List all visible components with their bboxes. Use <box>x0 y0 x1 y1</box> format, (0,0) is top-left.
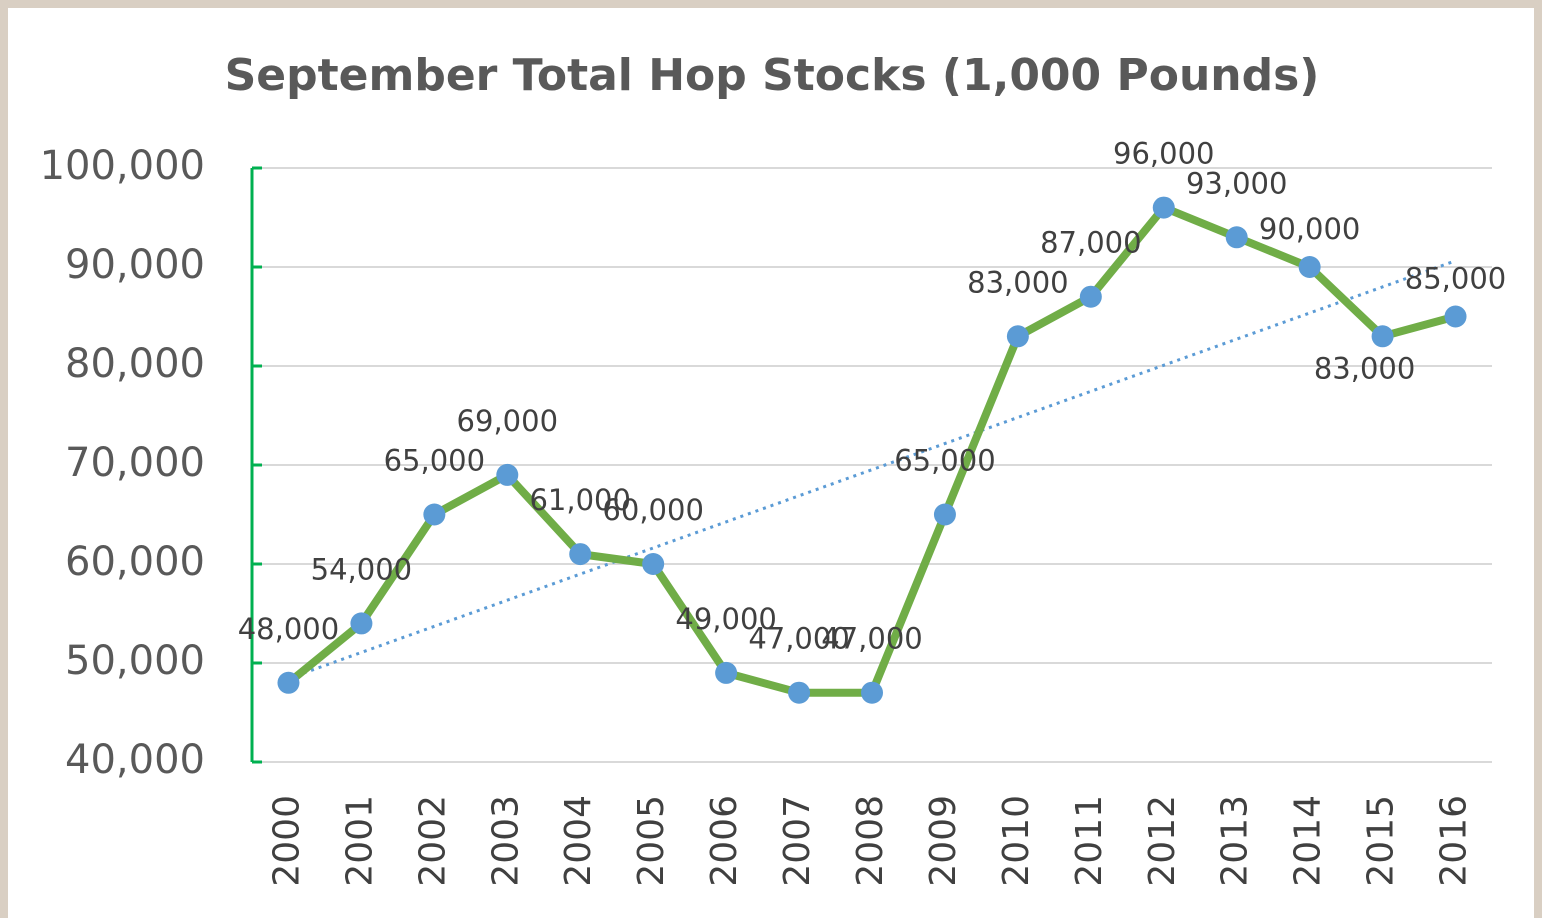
y-tick-label: 80,000 <box>65 341 205 387</box>
chart-area <box>8 8 1534 918</box>
data-point <box>715 661 738 684</box>
data-point <box>1006 325 1029 348</box>
data-label: 93,000 <box>1186 166 1287 200</box>
y-tick-label: 60,000 <box>65 539 205 585</box>
x-tick-label: 2008 <box>850 795 891 887</box>
data-label: 65,000 <box>384 444 485 478</box>
y-tick-label: 50,000 <box>65 638 205 684</box>
data-point <box>496 463 519 486</box>
x-tick-label: 2007 <box>777 795 818 887</box>
x-tick-label: 2015 <box>1361 795 1402 887</box>
x-tick-label: 2003 <box>485 795 526 887</box>
x-tick-label: 2006 <box>704 795 745 887</box>
data-label: 49,000 <box>675 602 776 636</box>
data-label: 61,000 <box>529 483 630 517</box>
x-tick-label: 2002 <box>412 795 453 887</box>
x-tick-label: 2016 <box>1434 795 1475 887</box>
data-point <box>933 503 956 526</box>
data-label: 96,000 <box>1113 137 1214 171</box>
data-label: 69,000 <box>457 404 558 438</box>
y-tick-label: 90,000 <box>65 242 205 288</box>
x-tick-label: 2001 <box>339 795 380 887</box>
data-label: 83,000 <box>1314 351 1415 385</box>
data-label: 85,000 <box>1405 262 1506 296</box>
data-point <box>1225 226 1248 249</box>
data-label: 87,000 <box>1040 226 1141 260</box>
trendline <box>287 259 1457 680</box>
data-label: 47,000 <box>821 622 922 656</box>
x-tick-label: 2005 <box>631 795 672 887</box>
data-label: 83,000 <box>967 265 1068 299</box>
x-tick-label: 2010 <box>996 795 1037 887</box>
x-tick-label: 2011 <box>1069 795 1110 887</box>
y-tick-label: 70,000 <box>65 440 205 486</box>
data-point <box>350 612 373 635</box>
data-label: 90,000 <box>1259 212 1360 246</box>
data-label: 60,000 <box>602 493 703 527</box>
data-point <box>1079 285 1102 308</box>
data-point <box>423 503 446 526</box>
data-label: 54,000 <box>311 552 412 586</box>
data-label: 65,000 <box>894 444 995 478</box>
x-tick-label: 2012 <box>1142 795 1183 887</box>
data-point <box>861 681 883 704</box>
x-tick-label: 2014 <box>1288 795 1329 887</box>
x-tick-label: 2009 <box>923 795 964 887</box>
chart-title: September Total Hop Stocks (1,000 Pounds… <box>225 50 1320 101</box>
data-point <box>788 681 811 704</box>
data-point <box>569 543 592 566</box>
data-label: 48,000 <box>238 612 339 646</box>
y-tick-label: 40,000 <box>65 737 205 783</box>
data-point <box>1152 196 1175 219</box>
data-point <box>1444 305 1467 328</box>
data-point <box>1371 325 1394 348</box>
x-tick-label: 2004 <box>558 795 599 887</box>
x-tick-label: 2000 <box>266 795 307 887</box>
data-point <box>277 671 300 694</box>
x-tick-label: 2013 <box>1215 795 1256 887</box>
y-tick-label: 100,000 <box>40 143 205 189</box>
data-point <box>1298 256 1321 278</box>
data-point <box>642 553 665 575</box>
data-label: 47,000 <box>748 622 849 656</box>
